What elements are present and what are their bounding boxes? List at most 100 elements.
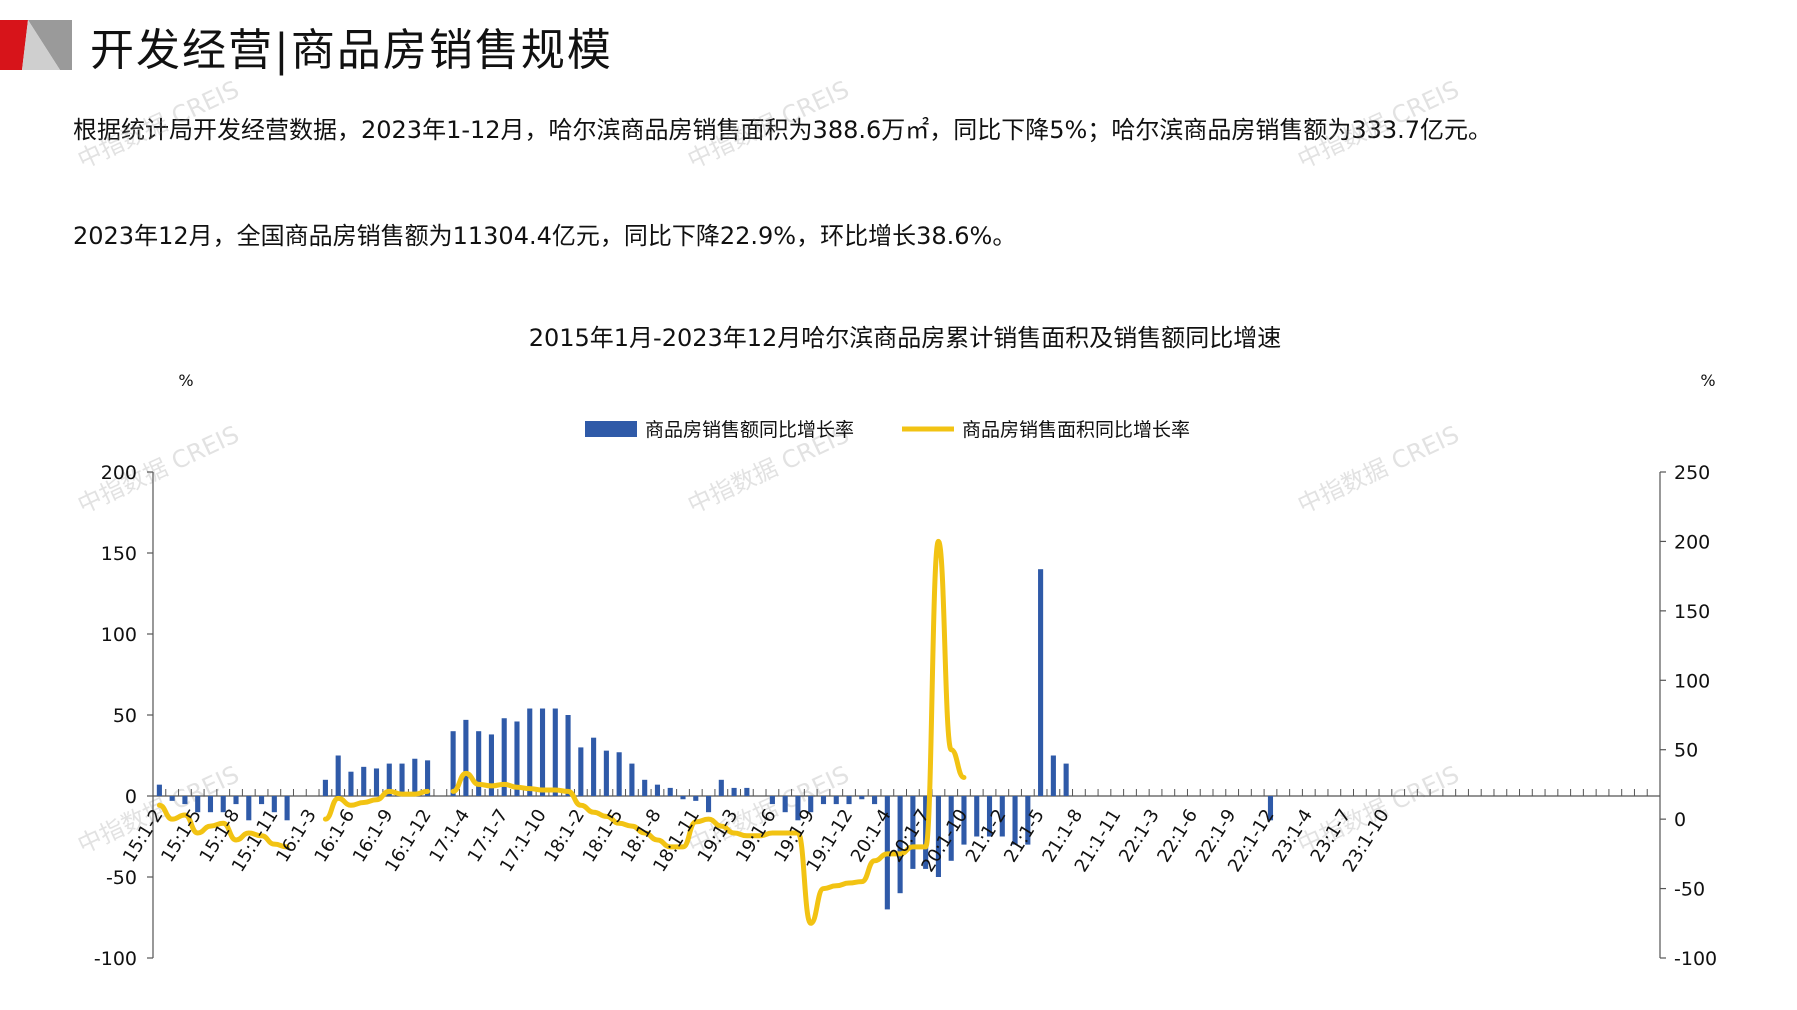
bar-sales-amount (501, 718, 507, 796)
bar-sales-amount (412, 758, 418, 796)
bar-sales-amount (361, 766, 367, 796)
right-y-tick-label: 150 (1674, 601, 1710, 623)
bar-sales-amount (373, 768, 380, 796)
line-sales-area (450, 538, 967, 926)
left-y-tick-label: -50 (106, 867, 137, 889)
bar-sales-amount (872, 796, 878, 805)
sales-growth-chart: 2015年1月-2023年12月哈尔滨商品房累计销售面积及销售额同比增速 % %… (94, 324, 1717, 970)
left-y-tick-label: 100 (101, 624, 137, 646)
bar-sales-amount (156, 784, 162, 796)
bar-sales-amount (910, 796, 916, 869)
bar-sales-amount (986, 796, 993, 837)
bar-sales-amount (744, 787, 750, 796)
legend-bar-swatch (585, 421, 637, 437)
bar-sales-amount (782, 796, 788, 813)
bar-sales-amount (476, 731, 482, 796)
left-y-tick-label: -100 (94, 948, 137, 970)
bar-sales-amount (1012, 796, 1018, 845)
bar-sales-amount (1038, 569, 1044, 796)
bar-sales-amount (207, 796, 214, 813)
right-y-tick-label: 200 (1674, 531, 1710, 553)
right-y-tick-label: 250 (1674, 462, 1710, 484)
right-y-tick-label: 0 (1674, 809, 1686, 831)
left-y-tick-label: 50 (113, 705, 137, 727)
bar-sales-amount (859, 796, 865, 800)
bar-sales-amount (731, 787, 737, 796)
bar-sales-amount (565, 715, 571, 796)
brand-logo-icon (0, 20, 72, 70)
bar-sales-amount (769, 796, 775, 805)
bar-sales-amount (808, 796, 814, 813)
bar-sales-amount (539, 708, 546, 796)
bar-sales-amount (935, 796, 941, 877)
bar-sales-amount (795, 796, 801, 821)
bar-sales-amount (820, 796, 827, 805)
bar-sales-amount (1050, 755, 1056, 796)
bar-sales-amount (514, 721, 520, 796)
bar-sales-amount (195, 796, 201, 813)
chart-legend: 商品房销售额同比增长率 商品房销售面积同比增长率 (585, 419, 1190, 441)
bar-sales-amount (425, 760, 431, 796)
right-y-tick-label: 50 (1674, 740, 1698, 762)
bar-sales-amount (616, 752, 622, 796)
right-y-tick-label: -50 (1674, 879, 1705, 901)
bar-sales-amount (322, 779, 328, 796)
page-title: 开发经营|商品房销售规模 (90, 25, 613, 76)
bar-sales-amount (961, 796, 967, 845)
bar-sales-amount (386, 763, 392, 796)
summary-paragraph-2: 2023年12月，全国商品房销售额为11304.4亿元，同比下降22.9%，环比… (73, 222, 1017, 250)
right-axis-unit: % (1700, 371, 1715, 390)
bar-sales-amount (220, 796, 226, 813)
bar-sales-amount (169, 796, 175, 801)
bar-sales-amount (603, 750, 609, 796)
left-axis-unit: % (178, 371, 193, 390)
bar-sales-amount (259, 796, 265, 805)
bar-sales-amount (335, 755, 341, 796)
legend-bar-label: 商品房销售额同比增长率 (645, 419, 854, 441)
bar-sales-amount (629, 763, 635, 796)
bar-sales-amount (974, 796, 980, 837)
left-y-tick-label: 200 (101, 462, 137, 484)
right-y-tick-label: 100 (1674, 670, 1710, 692)
bar-sales-amount (450, 731, 456, 796)
bar-sales-amount (488, 734, 494, 796)
bar-sales-amount (705, 796, 712, 813)
bar-sales-amount (284, 796, 290, 821)
bar-sales-amount (718, 779, 724, 796)
bar-sales-amount (642, 779, 648, 796)
line-sales-area (156, 802, 290, 850)
bar-sales-amount (591, 737, 597, 796)
plot-area: -100 -50 0 50 100 150 200 -100 -50 0 50 100 150 200 25… (94, 462, 1717, 970)
bar-sales-amount (693, 796, 699, 801)
bar-sales-amount (1063, 763, 1069, 796)
bar-sales-amount (833, 796, 839, 805)
logo-gray-shape (28, 20, 72, 70)
bar-sales-amount (233, 796, 239, 805)
logo-red-shape (0, 20, 28, 70)
bar-sales-amount (348, 771, 354, 796)
bar-sales-amount (897, 796, 903, 894)
bar-sales-amount (246, 796, 252, 821)
bar-sales-amount (667, 787, 673, 796)
bar-sales-amount (999, 796, 1005, 837)
bar-sales-amount (1025, 796, 1031, 845)
bar-sales-amount (399, 763, 405, 796)
bar-sales-amount (1267, 796, 1274, 821)
legend-line-label: 商品房销售面积同比增长率 (962, 419, 1190, 441)
bar-sales-amount (846, 796, 852, 805)
bar-sales-amount (578, 747, 584, 796)
bar-sales-amount (271, 796, 277, 813)
left-y-tick-label: 150 (101, 543, 137, 565)
left-y-tick-label: 0 (125, 786, 137, 808)
bar-sales-amount (552, 708, 558, 796)
right-y-tick-label: -100 (1674, 948, 1717, 970)
summary-paragraph-1: 根据统计局开发经营数据，2023年1-12月，哈尔滨商品房销售面积为388.6万… (73, 116, 1493, 144)
bar-sales-amount (948, 796, 954, 861)
line-sales-area (322, 788, 431, 822)
chart-title: 2015年1月-2023年12月哈尔滨商品房累计销售面积及销售额同比增速 (529, 324, 1282, 352)
logo-light-shape (22, 20, 60, 70)
bar-sales-amount (463, 719, 469, 796)
bar-sales-amount (527, 708, 533, 796)
bar-sales-amount (680, 796, 686, 800)
bar-sales-amount (182, 796, 188, 805)
